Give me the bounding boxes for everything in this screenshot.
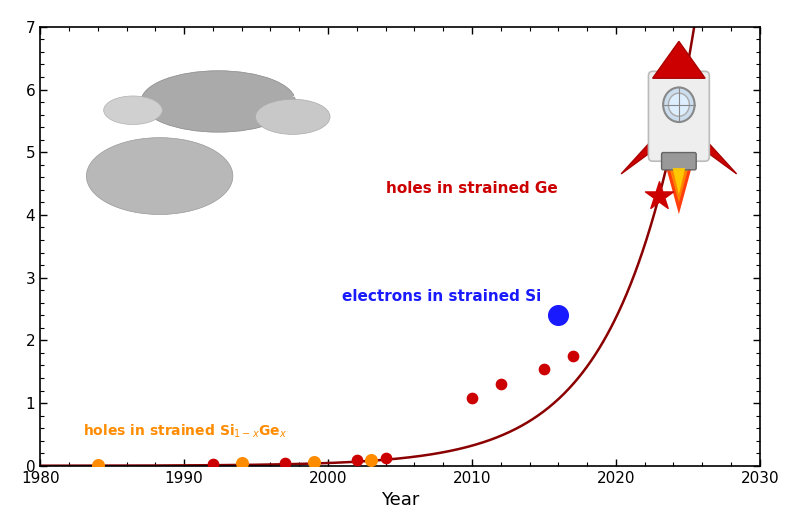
Point xyxy=(466,394,478,402)
Point xyxy=(552,311,565,320)
Point xyxy=(235,459,248,467)
Text: electrons in strained Si: electrons in strained Si xyxy=(342,289,542,304)
Point xyxy=(494,380,507,388)
Point xyxy=(206,460,219,468)
Point xyxy=(350,456,363,464)
Point xyxy=(379,453,392,462)
Point xyxy=(566,352,579,360)
Point xyxy=(307,458,320,466)
Text: holes in strained Si$_{1-x}$Ge$_x$: holes in strained Si$_{1-x}$Ge$_x$ xyxy=(83,422,287,440)
Point xyxy=(365,456,378,464)
Point xyxy=(653,192,666,200)
Point xyxy=(91,461,104,469)
Text: holes in strained Ge: holes in strained Ge xyxy=(386,181,558,196)
Point xyxy=(538,364,550,373)
Point xyxy=(278,458,291,467)
X-axis label: Year: Year xyxy=(381,491,419,509)
